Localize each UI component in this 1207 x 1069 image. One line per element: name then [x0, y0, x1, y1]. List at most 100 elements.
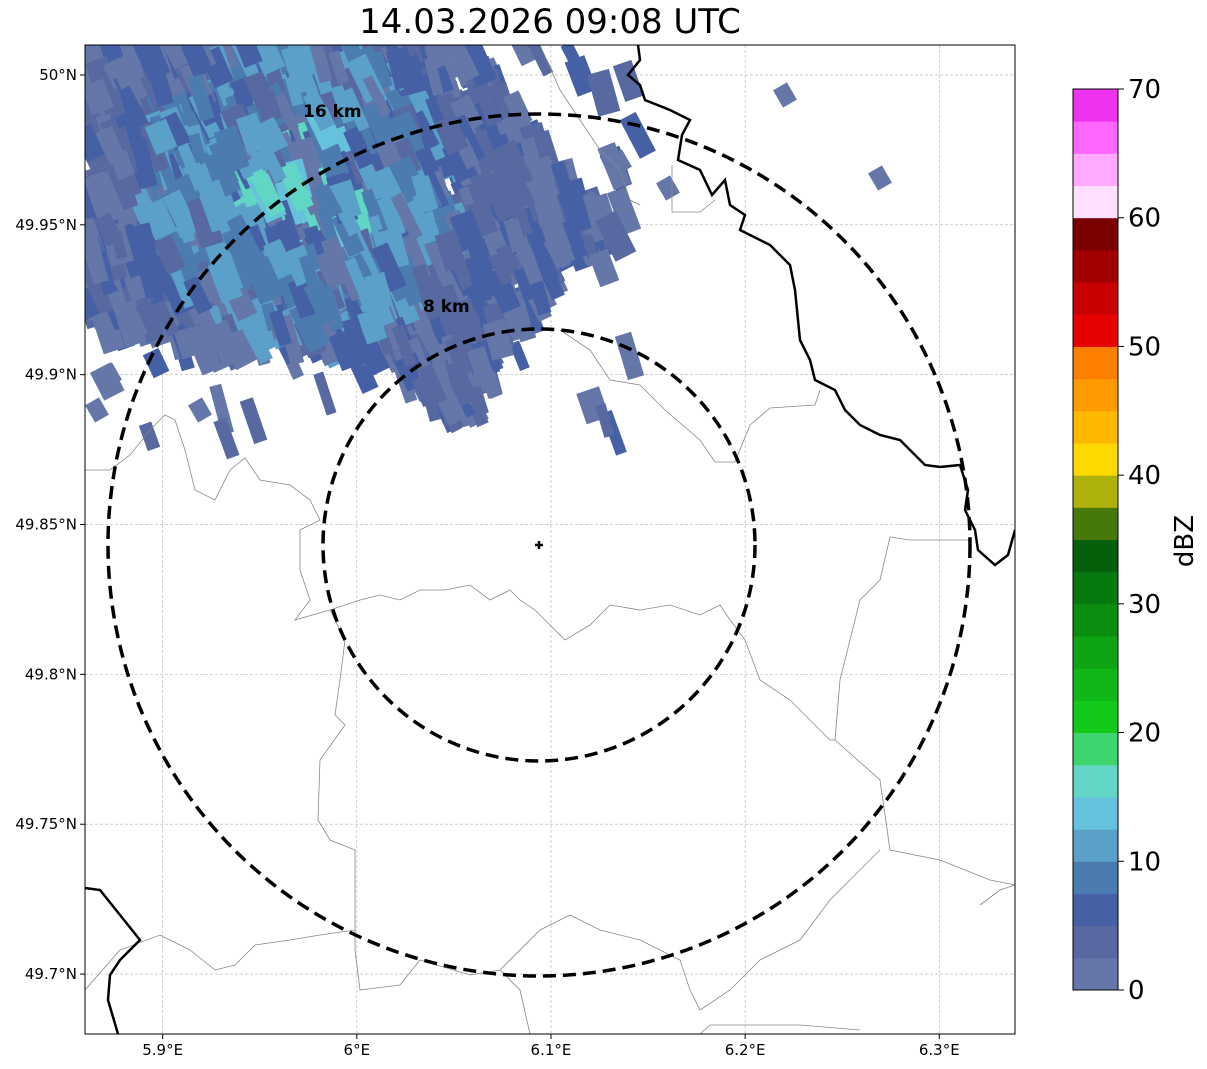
- echo-cell: [287, 277, 318, 319]
- echo-cell: [510, 45, 541, 67]
- echo-cell: [153, 234, 186, 275]
- echo-cell: [130, 137, 158, 189]
- echo-cell: [107, 289, 135, 334]
- echo-cell: [567, 185, 592, 232]
- echo-cell: [226, 214, 261, 260]
- chart-title: 14.03.2026 09:08 UTC: [359, 2, 741, 42]
- colorbar-segment: [1073, 185, 1118, 219]
- colorbar-segment: [1073, 249, 1118, 283]
- colorbar-segment: [1073, 925, 1118, 959]
- echo-cell: [449, 94, 484, 134]
- echo-cell: [449, 299, 485, 344]
- echo-cell: [588, 248, 620, 288]
- colorbar-segment: [1073, 217, 1118, 251]
- echo-cell: [255, 45, 286, 75]
- echo-cell: [427, 254, 452, 290]
- echo-cell: [135, 295, 166, 341]
- echo-cell: [370, 51, 393, 89]
- echo-cell: [199, 191, 224, 233]
- ring-label-8km: 8 km: [423, 297, 470, 317]
- y-tick-label: 49.85°N: [15, 516, 77, 534]
- echo-cell: [188, 397, 212, 423]
- echo-cell: [274, 92, 299, 132]
- echo-cell: [109, 53, 148, 105]
- echo-cell: [557, 190, 580, 226]
- colorbar-segment: [1073, 668, 1118, 701]
- colorbar-segment: [1073, 153, 1118, 187]
- colorbar-segment: [1073, 410, 1118, 444]
- y-tick-label: 49.8°N: [25, 665, 77, 683]
- echo-cell: [239, 397, 268, 445]
- echo-cell: [313, 371, 337, 416]
- echo-cell: [497, 244, 521, 276]
- colorbar-segment: [1073, 796, 1118, 830]
- echo-cell: [390, 192, 423, 241]
- colorbar-segment: [1073, 893, 1118, 927]
- echo-cell: [656, 175, 680, 201]
- echo-cell: [136, 255, 167, 299]
- echo-cell: [341, 87, 370, 132]
- colorbar-label: dBZ: [1170, 515, 1200, 567]
- y-tick-label: 50°N: [39, 66, 77, 84]
- range-rings: [106, 112, 972, 978]
- echo-cell: [391, 324, 417, 368]
- echo-cell: [482, 318, 514, 361]
- colorbar-tick-label: 50: [1128, 332, 1161, 362]
- echo-cell: [594, 210, 637, 262]
- y-tick-label: 49.7°N: [25, 965, 77, 983]
- echo-cell: [242, 321, 273, 365]
- echo-cell: [414, 145, 440, 177]
- echo-cell: [336, 204, 362, 237]
- echo-cell: [315, 252, 340, 292]
- echo-cell: [144, 118, 178, 156]
- colorbar-segment: [1073, 282, 1118, 315]
- echo-cell: [85, 122, 105, 162]
- echo-cell: [317, 205, 339, 244]
- echo-cell: [428, 312, 448, 346]
- echo-cell: [257, 116, 289, 154]
- echo-cell: [411, 264, 437, 305]
- x-tick-label: 6.3°E: [919, 1041, 960, 1059]
- colorbar-segment: [1073, 700, 1118, 734]
- echo-cell: [411, 171, 439, 214]
- echo-cell: [159, 111, 192, 151]
- echo-cell: [528, 178, 560, 222]
- echo-cell: [563, 219, 588, 260]
- echo-cell: [142, 347, 170, 379]
- echo-cell: [213, 125, 250, 174]
- echo-cell: [868, 165, 892, 191]
- colorbar-segment: [1073, 539, 1118, 573]
- colorbar-segment: [1073, 603, 1118, 637]
- echo-cell: [773, 82, 797, 108]
- echo-cell: [415, 322, 445, 361]
- echo-cell: [364, 271, 394, 311]
- echo-cell: [177, 45, 214, 79]
- echo-cell: [235, 112, 269, 155]
- echo-cell: [183, 275, 213, 315]
- echo-cell: [140, 198, 178, 241]
- echo-cell: [406, 83, 442, 133]
- echo-cell: [550, 160, 574, 195]
- echo-cell: [533, 240, 560, 281]
- echo-cell: [376, 194, 406, 238]
- colorbar-segment: [1073, 89, 1118, 122]
- echo-cell: [301, 136, 323, 171]
- colorbar-segment: [1073, 764, 1118, 798]
- echo-cell: [171, 270, 195, 309]
- echo-cell: [162, 189, 200, 239]
- echo-cell: [120, 85, 149, 127]
- echo-cell: [211, 252, 244, 295]
- echo-cell: [362, 75, 391, 117]
- x-tick-label: 6°E: [344, 1041, 371, 1059]
- colorbar-segment: [1073, 636, 1118, 669]
- echo-cell: [143, 55, 171, 102]
- colorbar-segment: [1073, 378, 1118, 412]
- echo-cell: [93, 212, 124, 247]
- echo-cell: [371, 242, 407, 293]
- colorbar-segment: [1073, 121, 1118, 154]
- x-tick-label: 5.9°E: [142, 1041, 183, 1059]
- echo-cell: [520, 125, 553, 166]
- ring-8km: [321, 327, 757, 763]
